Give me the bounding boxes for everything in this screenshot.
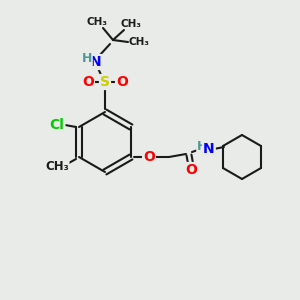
Text: O: O (82, 75, 94, 89)
Text: O: O (116, 75, 128, 89)
Text: N: N (90, 55, 102, 69)
Text: O: O (143, 150, 155, 164)
Text: CH₃: CH₃ (86, 17, 107, 27)
Text: N: N (203, 142, 215, 156)
Text: CH₃: CH₃ (128, 37, 149, 47)
Text: S: S (100, 75, 110, 89)
Text: H: H (82, 52, 92, 65)
Text: Cl: Cl (50, 118, 64, 132)
Text: CH₃: CH₃ (121, 19, 142, 29)
Text: CH₃: CH₃ (45, 160, 69, 173)
Text: O: O (185, 163, 197, 177)
Text: H: H (197, 140, 207, 152)
